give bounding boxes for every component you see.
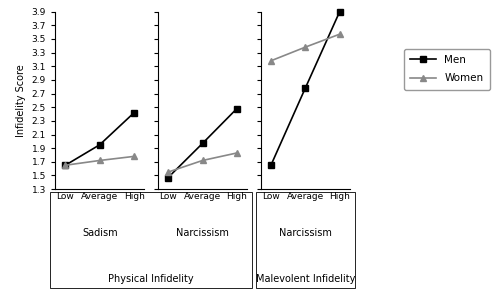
Text: Sadism: Sadism [82,228,118,238]
Text: Physical Infidelity: Physical Infidelity [108,274,194,284]
Y-axis label: Infidelity Score: Infidelity Score [16,64,26,137]
Text: Narcissism: Narcissism [176,228,229,238]
Text: Narcissism: Narcissism [279,228,332,238]
Legend: Men, Women: Men, Women [404,49,490,90]
Text: Malevolent Infidelity: Malevolent Infidelity [256,274,355,284]
